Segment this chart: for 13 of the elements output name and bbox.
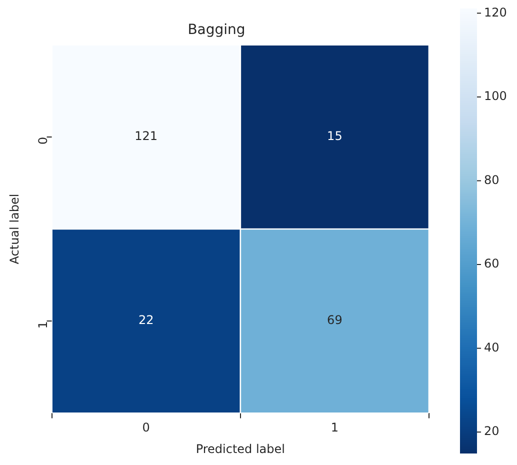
data-label: 69 [327, 313, 342, 328]
data-label: 22 [138, 313, 154, 328]
color-bar-label: 40 [484, 340, 500, 354]
data-label: 15 [327, 129, 342, 144]
color-bar-label: 20 [484, 424, 500, 438]
chart-title: Bagging [188, 22, 246, 38]
color-bar-label: 80 [484, 172, 500, 187]
data-label: 121 [134, 129, 158, 144]
y-axis-title: Actual label [7, 194, 22, 264]
x-axis-title: Predicted label [196, 442, 285, 456]
color-bar-label: 100 [484, 89, 507, 104]
color-bar-label: 120 [484, 5, 507, 20]
color-bar-label: 60 [484, 256, 500, 271]
